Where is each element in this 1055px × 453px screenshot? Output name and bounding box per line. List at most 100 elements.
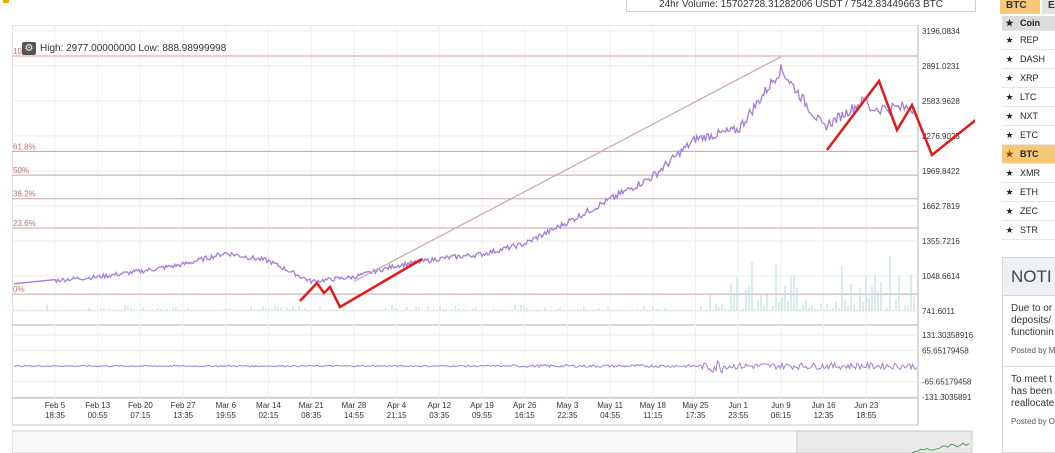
coin-name: XRP: [1020, 73, 1039, 83]
coin-row-str[interactable]: ★ STR: [1002, 221, 1055, 240]
x-tick-date: May 11: [597, 401, 623, 410]
y-tick-label: 3196.0834: [922, 27, 960, 36]
x-tick-time: 14:55: [344, 411, 365, 420]
x-tick-time: 06:15: [771, 411, 792, 420]
x-tick-time: 11:15: [643, 411, 663, 420]
x-tick-date: Mar 6: [216, 401, 237, 410]
price-chart[interactable]: 3196.0834 2891.0231 2583.9628 2276.9025 1969…: [12, 25, 975, 453]
notice-divider: [1003, 366, 1055, 367]
star-icon[interactable]: ★: [1005, 206, 1014, 216]
x-tick-time: 12:35: [814, 411, 835, 420]
coin-name: STR: [1020, 225, 1038, 235]
x-tick-time: 03:35: [429, 411, 450, 420]
oscillator-tick-label: -131.3035891: [922, 393, 972, 402]
coin-list-header[interactable]: ★ Coin: [1002, 16, 1055, 31]
coin-row-etc[interactable]: ★ ETC: [1002, 126, 1055, 145]
x-tick-date: May 3: [557, 401, 579, 410]
x-tick-time: 02:15: [258, 411, 279, 420]
chart-header: ⚙ High: 2977.00000000 Low: 888.98999998: [22, 42, 226, 55]
notice-text-line: To meet t: [1011, 374, 1053, 385]
fib-level-label: 50%: [13, 166, 29, 175]
y-tick-label: 741.6011: [922, 307, 955, 316]
top-accent-mark: [3, 0, 9, 3]
x-tick-time: 16:15: [515, 411, 536, 420]
coin-row-btc[interactable]: ★ BTC: [1002, 145, 1055, 164]
coin-row-xrp[interactable]: ★ XRP: [1002, 69, 1055, 88]
x-tick-date: Jun 1: [728, 401, 748, 410]
x-tick-date: Feb 13: [85, 401, 110, 410]
notice-text-line: functionin: [1011, 327, 1054, 338]
notice-item[interactable]: To meet t has been reallocate Posted by O: [1003, 367, 1055, 428]
x-tick-time: 04:55: [600, 411, 621, 420]
oscillator-tick-label: 131.30358916: [922, 331, 974, 340]
notice-text-line: deposits/: [1011, 315, 1052, 326]
notice-item[interactable]: Due to or deposits/functionin Posted by M: [1003, 296, 1055, 357]
coin-row-zec[interactable]: ★ ZEC: [1002, 202, 1055, 221]
y-tick-label: 1662.7819: [922, 202, 960, 211]
navigator-panel: [12, 430, 919, 453]
y-tick-label: 1355.7216: [922, 237, 960, 246]
star-icon[interactable]: ★: [1005, 187, 1014, 197]
star-icon[interactable]: ★: [1005, 130, 1014, 140]
navigator-line: [911, 442, 970, 453]
x-tick-date: Jun 23: [854, 401, 879, 410]
star-icon[interactable]: ★: [1005, 54, 1014, 64]
notices-panel: NOTI Due to or deposits/functionin Posted …: [1002, 257, 1055, 453]
chart-canvas[interactable]: 3196.0834 2891.0231 2583.9628 2276.9025 1969…: [12, 25, 975, 453]
coin-name: BTC: [1020, 149, 1039, 159]
x-tick-time: 21:15: [387, 411, 408, 420]
coin-name: XMR: [1020, 168, 1040, 178]
x-tick-date: Feb 20: [128, 401, 153, 410]
coin-row-xmr[interactable]: ★ XMR: [1002, 164, 1055, 183]
star-icon[interactable]: ★: [1005, 111, 1014, 121]
coin-name: REP: [1020, 35, 1039, 45]
coin-column-header: Coin: [1020, 18, 1040, 28]
gear-icon[interactable]: ⚙: [22, 42, 36, 55]
coin-row-nxt[interactable]: ★ NXT: [1002, 107, 1055, 126]
star-icon[interactable]: ★: [1005, 73, 1014, 83]
x-tick-date: Apr 12: [428, 401, 452, 410]
market-tabs: BTC E: [1000, 0, 1055, 14]
oscillator-line: [13, 359, 918, 374]
x-tick-date: Mar 28: [341, 401, 366, 410]
x-tick-time: 07:15: [130, 411, 151, 420]
x-tick-date: Jun 16: [812, 401, 837, 410]
coin-name: ZEC: [1020, 206, 1038, 216]
coin-name: ETH: [1020, 187, 1038, 197]
tab-btc[interactable]: BTC: [1000, 0, 1040, 14]
coin-row-rep[interactable]: ★ REP: [1002, 31, 1055, 50]
fib-level-label: 61.8%: [13, 142, 36, 151]
x-tick-time: 18:55: [856, 411, 877, 420]
x-tick-date: Mar 14: [256, 401, 281, 410]
star-icon[interactable]: ★: [1005, 168, 1014, 178]
coin-row-dash[interactable]: ★ DASH: [1002, 50, 1055, 69]
coin-list: ★ Coin ★ REP ★ DASH ★ XRP ★ LTC ★ NXT ★ ETC ★ BTC ★ XMR ★…: [1002, 16, 1055, 240]
notice-text-line: Due to or: [1011, 303, 1053, 314]
coin-name: NXT: [1020, 111, 1038, 121]
x-tick-time: 13:35: [173, 411, 194, 420]
star-icon[interactable]: ★: [1005, 35, 1014, 45]
coin-row-ltc[interactable]: ★ LTC: [1002, 88, 1055, 107]
trend-line: [353, 56, 782, 283]
x-tick-date: May 25: [682, 401, 709, 410]
star-icon[interactable]: ★: [1005, 225, 1014, 235]
y-tick-label: 1048.6614: [922, 272, 960, 281]
x-tick-date: May 18: [640, 401, 667, 410]
coin-row-eth[interactable]: ★ ETH: [1002, 183, 1055, 202]
star-icon[interactable]: ★: [1005, 149, 1014, 159]
oscillator-tick-label: 65.65179458: [922, 347, 969, 356]
x-tick-time: 19:55: [216, 411, 237, 420]
star-icon[interactable]: ★: [1005, 92, 1014, 102]
x-tick-time: 17:35: [685, 411, 706, 420]
navigator-handle: [796, 430, 973, 453]
x-tick-time: 23:55: [728, 411, 749, 420]
oscillator-tick-label: -65.65179458: [922, 378, 972, 387]
star-icon: ★: [1005, 18, 1014, 28]
notice-meta: Posted by O: [1011, 417, 1055, 426]
fib-level-label: 38.2%: [13, 190, 36, 199]
annotation-zigzag: [299, 257, 423, 309]
tab-second-market[interactable]: E: [1042, 0, 1055, 14]
y-tick-label: 2583.9628: [922, 97, 960, 106]
notice-text-line: reallocate: [1011, 398, 1055, 409]
coin-name: ETC: [1020, 130, 1038, 140]
